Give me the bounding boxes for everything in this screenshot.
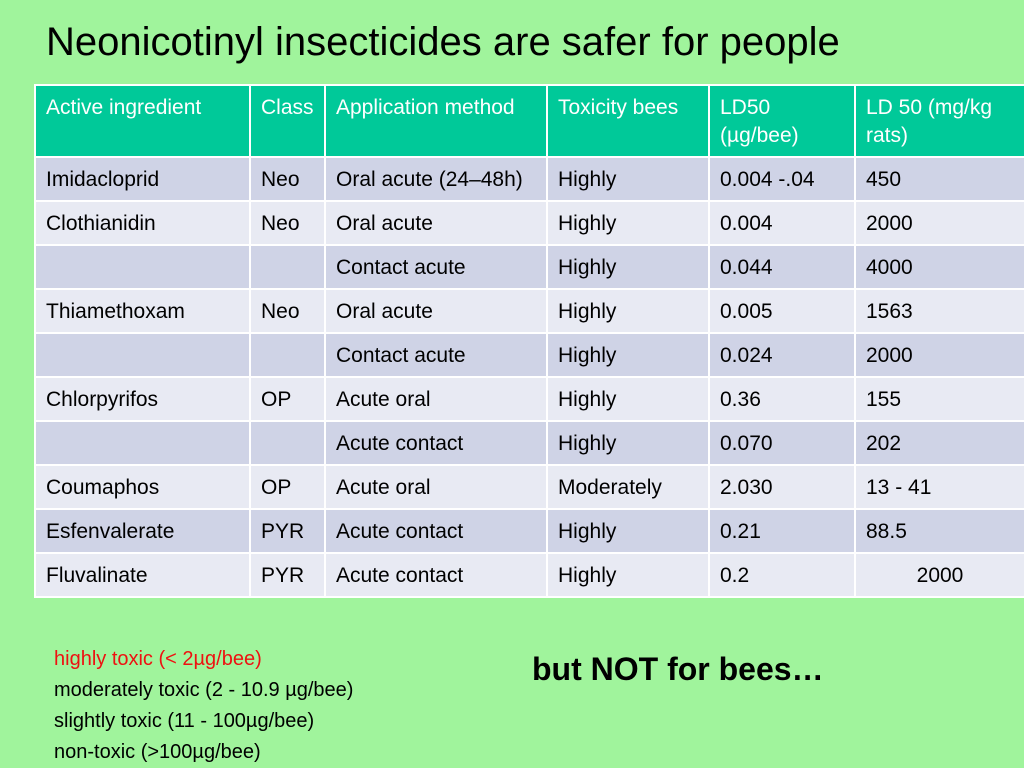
- cell-toxicity-bees: Highly: [546, 244, 710, 290]
- header-ld50-bee: LD50 (µg/bee): [708, 84, 856, 158]
- cell-application-method: Oral acute (24–48h): [324, 156, 548, 202]
- header-toxicity-bees: Toxicity bees: [546, 84, 710, 158]
- cell-active-ingredient: Clothianidin: [34, 200, 251, 246]
- cell-toxicity-bees: Highly: [546, 288, 710, 334]
- cell-ld50-bee: 0.024: [708, 332, 856, 378]
- legend-non-toxic: non-toxic (>100µg/bee): [54, 741, 261, 763]
- cell-ld50-bee: 0.070: [708, 420, 856, 466]
- cell-class: PYR: [249, 552, 326, 598]
- cell-application-method: Contact acute: [324, 244, 548, 290]
- cell-ld50-bee: 0.36: [708, 376, 856, 422]
- cell-toxicity-bees: Highly: [546, 156, 710, 202]
- cell-ld50-bee: 0.004 -.04: [708, 156, 856, 202]
- cell-ld50-bee: 0.21: [708, 508, 856, 554]
- header-application-method: Application method: [324, 84, 548, 158]
- cell-active-ingredient: Thiamethoxam: [34, 288, 251, 334]
- cell-class: PYR: [249, 508, 326, 554]
- cell-active-ingredient: [34, 244, 251, 290]
- punchline: but NOT for bees…: [532, 651, 824, 687]
- legend-highly-toxic: highly toxic (< 2µg/bee): [54, 648, 262, 670]
- cell-application-method: Contact acute: [324, 332, 548, 378]
- table-row: Thiamethoxam Neo Oral acute Highly 0.005 1563: [34, 288, 1024, 334]
- cell-ld50-rats: 155: [854, 376, 1024, 422]
- cell-active-ingredient: Esfenvalerate: [34, 508, 251, 554]
- cell-active-ingredient: Imidacloprid: [34, 156, 251, 202]
- cell-ld50-bee: 0.005: [708, 288, 856, 334]
- toxicity-table: Active ingredient Class Application meth…: [34, 84, 1024, 598]
- cell-ld50-rats: 2000: [854, 332, 1024, 378]
- cell-ld50-bee: 0.044: [708, 244, 856, 290]
- slide-title: Neonicotinyl insecticides are safer for …: [46, 20, 840, 64]
- cell-toxicity-bees: Highly: [546, 376, 710, 422]
- cell-application-method: Acute oral: [324, 464, 548, 510]
- table-row: Fluvalinate PYR Acute contact Highly 0.2 2000: [34, 552, 1024, 598]
- toxicity-legend: highly toxic (< 2µg/bee) moderately toxi…: [54, 644, 353, 768]
- cell-active-ingredient: [34, 420, 251, 466]
- cell-application-method: Acute contact: [324, 508, 548, 554]
- cell-ld50-rats: 13 - 41: [854, 464, 1024, 510]
- cell-application-method: Oral acute: [324, 288, 548, 334]
- table-row: Contact acute Highly 0.044 4000: [34, 244, 1024, 290]
- cell-ld50-rats: 2000: [854, 200, 1024, 246]
- table-row: Contact acute Highly 0.024 2000: [34, 332, 1024, 378]
- cell-application-method: Acute oral: [324, 376, 548, 422]
- cell-class: Neo: [249, 156, 326, 202]
- cell-application-method: Oral acute: [324, 200, 548, 246]
- cell-ld50-bee: 0.004: [708, 200, 856, 246]
- cell-class: [249, 244, 326, 290]
- cell-ld50-rats: 4000: [854, 244, 1024, 290]
- cell-class: [249, 332, 326, 378]
- cell-ld50-rats: 88.5: [854, 508, 1024, 554]
- cell-toxicity-bees: Highly: [546, 420, 710, 466]
- header-class: Class: [249, 84, 326, 158]
- cell-ld50-rats: 2000: [854, 552, 1024, 598]
- table-row: Chlorpyrifos OP Acute oral Highly 0.36 155: [34, 376, 1024, 422]
- cell-class: Neo: [249, 200, 326, 246]
- header-active-ingredient: Active ingredient: [34, 84, 251, 158]
- cell-active-ingredient: [34, 332, 251, 378]
- cell-class: OP: [249, 464, 326, 510]
- cell-ld50-rats: 202: [854, 420, 1024, 466]
- table-row: Clothianidin Neo Oral acute Highly 0.004 2000: [34, 200, 1024, 246]
- table-row: Acute contact Highly 0.070 202: [34, 420, 1024, 466]
- table-row: Imidacloprid Neo Oral acute (24–48h) Highly…: [34, 156, 1024, 202]
- cell-toxicity-bees: Highly: [546, 332, 710, 378]
- cell-class: [249, 420, 326, 466]
- cell-active-ingredient: Chlorpyrifos: [34, 376, 251, 422]
- header-ld50-rats: LD 50 (mg/kg rats): [854, 84, 1024, 158]
- cell-application-method: Acute contact: [324, 420, 548, 466]
- cell-class: Neo: [249, 288, 326, 334]
- cell-ld50-bee: 2.030: [708, 464, 856, 510]
- cell-ld50-rats: 450: [854, 156, 1024, 202]
- cell-ld50-rats: 1563: [854, 288, 1024, 334]
- cell-toxicity-bees: Moderately: [546, 464, 710, 510]
- cell-toxicity-bees: Highly: [546, 200, 710, 246]
- cell-active-ingredient: Fluvalinate: [34, 552, 251, 598]
- cell-application-method: Acute contact: [324, 552, 548, 598]
- table-row: Esfenvalerate PYR Acute contact Highly 0.21 8…: [34, 508, 1024, 554]
- cell-class: OP: [249, 376, 326, 422]
- legend-moderately-toxic: moderately toxic (2 - 10.9 µg/bee): [54, 679, 354, 701]
- cell-ld50-bee: 0.2: [708, 552, 856, 598]
- table-row: Coumaphos OP Acute oral Moderately 2.030 13 -…: [34, 464, 1024, 510]
- cell-toxicity-bees: Highly: [546, 552, 710, 598]
- legend-slightly-toxic: slightly toxic (11 - 100µg/bee): [54, 710, 315, 732]
- cell-active-ingredient: Coumaphos: [34, 464, 251, 510]
- cell-toxicity-bees: Highly: [546, 508, 710, 554]
- table-header-row: Active ingredient Class Application meth…: [34, 84, 1024, 158]
